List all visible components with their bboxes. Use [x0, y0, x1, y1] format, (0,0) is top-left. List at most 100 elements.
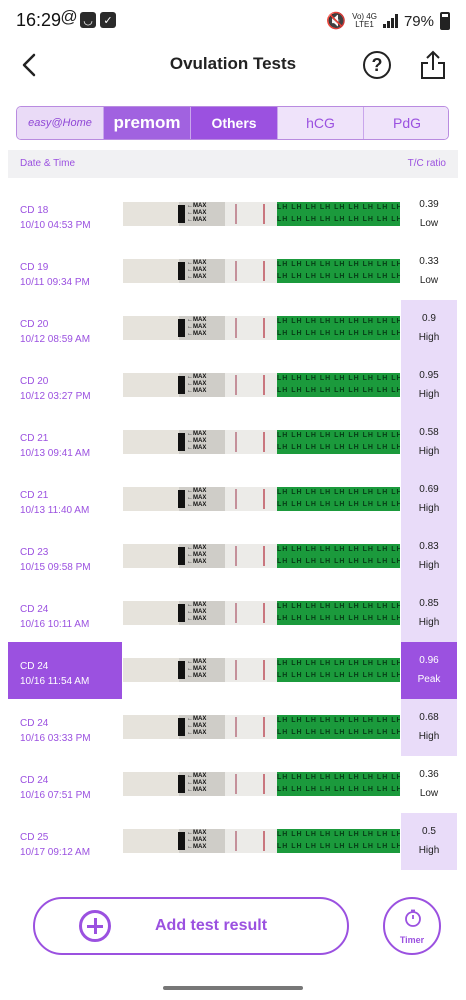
- strip-handle: [123, 658, 179, 682]
- max-text: MAX: [193, 210, 207, 216]
- max-text: MAX: [193, 381, 207, 387]
- test-row[interactable]: CD 24 10/16 11:54 AM ←MAX ←MAX ←MAX LH LH LH …: [0, 642, 466, 699]
- cycle-day: CD 19: [20, 262, 49, 273]
- lh-text: LH LH LH LH LH LH LH LH LH LH: [277, 489, 400, 496]
- strip-result-window: [225, 772, 277, 796]
- strip-max-label: ←MAX ←MAX ←MAX: [187, 545, 207, 565]
- max-text: MAX: [193, 844, 207, 850]
- max-text: MAX: [193, 217, 207, 223]
- strip-max-band: [178, 832, 185, 850]
- tab-pdg[interactable]: PdG: [364, 107, 448, 139]
- add-test-result-button[interactable]: Add test result: [33, 897, 349, 955]
- tc-ratio-cell: 0.58 High: [401, 414, 457, 471]
- strip-max-label: ←MAX ←MAX ←MAX: [187, 374, 207, 394]
- tab-hcg[interactable]: hCG: [278, 107, 364, 139]
- tc-ratio-value: 0.96: [419, 655, 439, 666]
- tc-ratio-cell: 0.5 High: [401, 813, 457, 870]
- test-row[interactable]: CD 21 10/13 09:41 AM ←MAX ←MAX ←MAX LH LH LH …: [0, 414, 466, 471]
- lh-text: LH LH LH LH LH LH LH LH LH LH: [277, 717, 400, 724]
- strip-handle: [123, 430, 179, 454]
- test-strip-image: ←MAX←MAX←MAX LH LH LH LH LH LH LH LH LH L…: [123, 601, 400, 625]
- strip-max-label: ←MAX ←MAX ←MAX: [187, 260, 207, 280]
- tab-easy-at-home[interactable]: easy@Home: [17, 107, 104, 139]
- tc-ratio-cell: 0.83 High: [401, 528, 457, 585]
- lh-text: LH LH LH LH LH LH LH LH LH LH: [277, 273, 400, 280]
- tc-ratio-value: 0.39: [419, 199, 439, 210]
- battery-percent: 79%: [403, 12, 434, 30]
- max-text: MAX: [193, 203, 207, 209]
- max-text: MAX: [193, 495, 207, 501]
- test-row[interactable]: CD 25 10/17 09:12 AM ←MAX ←MAX ←MAX LH LH LH …: [0, 813, 466, 870]
- test-datetime: 10/16 03:33 PM: [20, 733, 91, 744]
- lh-text: LH LH LH LH LH LH LH LH LH LH: [277, 318, 400, 325]
- test-strip-image: ←MAX←MAX←MAX LH LH LH LH LH LH LH LH LH L…: [123, 715, 400, 739]
- strip-result-window: [225, 373, 277, 397]
- test-datetime: 10/16 07:51 PM: [20, 790, 91, 801]
- strip-lh-pad: LH LH LH LH LH LH LH LH LH LH LH LH LH LH…: [277, 430, 400, 454]
- test-row[interactable]: CD 18 10/10 04:53 PM ←MAX ←MAX ←MAX LH LH LH …: [0, 186, 466, 243]
- strip-max-label: ←MAX ←MAX ←MAX: [187, 431, 207, 451]
- test-row[interactable]: CD 24 10/16 07:51 PM ←MAX ←MAX ←MAX LH LH LH …: [0, 756, 466, 813]
- tc-ratio-value: 0.83: [419, 541, 439, 552]
- tc-ratio-cell: 0.95 High: [401, 357, 457, 414]
- test-row[interactable]: CD 20 10/12 08:59 AM ←MAX ←MAX ←MAX LH LH LH …: [0, 300, 466, 357]
- tc-ratio-value: 0.36: [419, 769, 439, 780]
- cycle-day: CD 25: [20, 832, 49, 843]
- test-row[interactable]: CD 24 10/16 10:11 AM ←MAX ←MAX ←MAX LH LH LH …: [0, 585, 466, 642]
- test-strip-image: ←MAX←MAX←MAX LH LH LH LH LH LH LH LH LH L…: [123, 430, 400, 454]
- max-text: MAX: [193, 438, 207, 444]
- lh-text: LH LH LH LH LH LH LH LH LH LH: [277, 786, 400, 793]
- test-row[interactable]: CD 24 10/16 03:33 PM ←MAX ←MAX ←MAX LH LH LH …: [0, 699, 466, 756]
- share-icon[interactable]: [420, 50, 446, 80]
- strip-handle: [123, 202, 179, 226]
- strip-max-label: ←MAX ←MAX ←MAX: [187, 317, 207, 337]
- selected-row-highlight: [8, 642, 122, 699]
- strip-lh-pad: LH LH LH LH LH LH LH LH LH LH LH LH LH LH…: [277, 316, 400, 340]
- lh-text: LH LH LH LH LH LH LH LH LH LH: [277, 558, 400, 565]
- strip-control-line: [263, 546, 265, 566]
- max-text: MAX: [193, 673, 207, 679]
- lh-text: LH LH LH LH LH LH LH LH LH LH: [277, 546, 400, 553]
- tc-ratio-cell: 0.96 Peak: [401, 642, 457, 699]
- tc-ratio-value: 0.68: [419, 712, 439, 723]
- strip-lh-pad: LH LH LH LH LH LH LH LH LH LH LH LH LH LH…: [277, 829, 400, 853]
- help-icon[interactable]: ?: [363, 51, 391, 79]
- strip-result-window: [225, 202, 277, 226]
- strip-max-band: [178, 547, 185, 565]
- tc-ratio-cell: 0.68 High: [401, 699, 457, 756]
- tc-ratio-value: 0.33: [419, 256, 439, 267]
- max-text: MAX: [193, 445, 207, 451]
- cycle-day: CD 20: [20, 319, 49, 330]
- tab-premom[interactable]: premom: [104, 107, 191, 139]
- max-text: MAX: [193, 324, 207, 330]
- strip-control-line: [263, 831, 265, 851]
- strip-test-line: [235, 831, 237, 851]
- tab-others[interactable]: Others: [191, 107, 278, 139]
- test-row[interactable]: CD 23 10/15 09:58 PM ←MAX ←MAX ←MAX LH LH LH …: [0, 528, 466, 585]
- max-text: MAX: [193, 723, 207, 729]
- test-row[interactable]: CD 20 10/12 03:27 PM ←MAX ←MAX ←MAX LH LH LH …: [0, 357, 466, 414]
- timer-button[interactable]: Timer: [383, 897, 441, 955]
- strip-control-line: [263, 318, 265, 338]
- tc-ratio-value: 0.58: [419, 427, 439, 438]
- strip-handle: [123, 715, 179, 739]
- strip-handle: [123, 601, 179, 625]
- strip-max-band: [178, 319, 185, 337]
- test-row[interactable]: CD 19 10/11 09:34 PM ←MAX ←MAX ←MAX LH LH LH …: [0, 243, 466, 300]
- strip-control-line: [263, 432, 265, 452]
- back-arrow-icon[interactable]: [16, 50, 46, 80]
- tc-ratio-level: Peak: [417, 674, 441, 685]
- max-text: MAX: [193, 488, 207, 494]
- test-row[interactable]: CD 21 10/13 11:40 AM ←MAX ←MAX ←MAX LH LH LH …: [0, 471, 466, 528]
- strip-lh-pad: LH LH LH LH LH LH LH LH LH LH LH LH LH LH…: [277, 658, 400, 682]
- brand-tabs: easy@Home premom Others hCG PdG: [16, 106, 449, 140]
- test-strip-image: ←MAX←MAX←MAX LH LH LH LH LH LH LH LH LH L…: [123, 772, 400, 796]
- test-datetime: 10/15 09:58 PM: [20, 562, 91, 573]
- tc-ratio-cell: 0.85 High: [401, 585, 457, 642]
- max-text: MAX: [193, 431, 207, 437]
- strip-max-label: ←MAX ←MAX ←MAX: [187, 602, 207, 622]
- max-text: MAX: [193, 787, 207, 793]
- tc-ratio-level: High: [418, 731, 440, 742]
- cycle-day: CD 21: [20, 490, 49, 501]
- home-indicator[interactable]: [163, 986, 303, 990]
